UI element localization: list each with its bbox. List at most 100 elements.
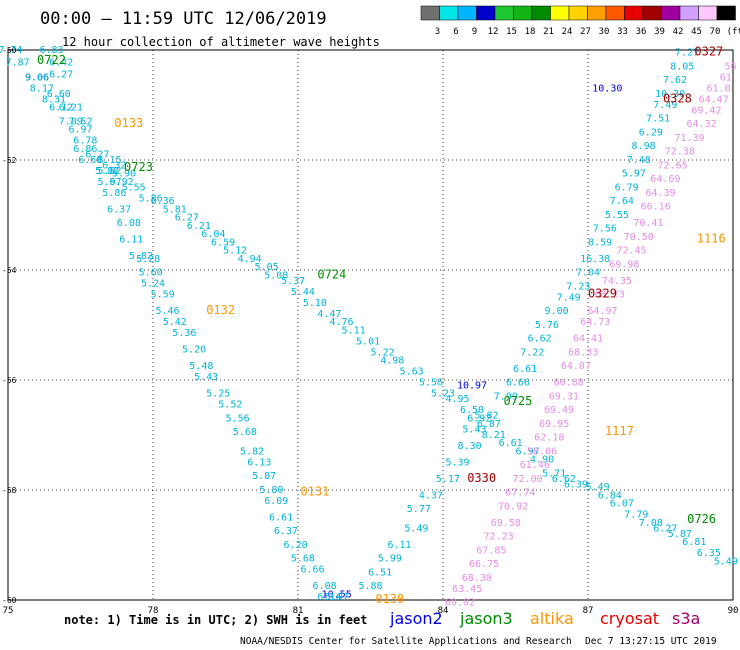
swh-value-label: 5.86 xyxy=(139,193,163,204)
swh-value-label: 5.46 xyxy=(155,306,179,317)
y-tick-label: -60 xyxy=(2,596,17,605)
swh-value-label: 61.46 xyxy=(520,460,550,471)
swh-value-label: 5.80 xyxy=(259,485,283,496)
swh-value-label: 72.65 xyxy=(658,160,688,171)
swh-value-label: 6.78 xyxy=(73,136,97,147)
swh-value-label: 5.48 xyxy=(189,361,213,372)
swh-value-label: 7.23 xyxy=(566,281,590,292)
swh-value-label: 5.12 xyxy=(223,246,247,257)
swh-value-label: 5.55 xyxy=(122,182,146,193)
swh-value-label: 6.32 xyxy=(102,160,126,171)
swh-value-label: 6.08 xyxy=(117,218,141,229)
swh-value-label: 16.38 xyxy=(580,254,610,265)
x-tick-label: 87 xyxy=(583,606,594,616)
pass-time-label: 0726 xyxy=(687,512,716,526)
swh-value-label: 6.36 xyxy=(151,196,175,207)
legend-altika: altika xyxy=(530,609,574,628)
swh-value-label: 5.42 xyxy=(163,317,187,328)
swh-value-label: 9.06 xyxy=(25,72,49,83)
swh-value-label: 6.86 xyxy=(73,144,97,155)
swh-value-label: 4.37 xyxy=(419,490,443,501)
swh-value-label: 6.97 xyxy=(516,446,540,457)
swh-value-label: 5.49 xyxy=(586,482,610,493)
swh-value-label: 6.11 xyxy=(119,235,143,246)
swh-value-label: 5.43 xyxy=(462,424,486,435)
swh-value-label: 5.52 xyxy=(218,400,242,411)
swh-value-label: 8.05 xyxy=(670,61,694,72)
scale-swatch xyxy=(587,5,607,21)
swh-value-label: 4.90 xyxy=(530,455,554,466)
scale-label: (ft) xyxy=(727,27,740,37)
swh-value-label: 7.08 xyxy=(639,518,663,529)
scale-label: 6 xyxy=(453,27,458,37)
swh-value-label: 5.60 xyxy=(139,268,163,279)
swh-value-label: 6.61 xyxy=(269,512,293,523)
scale-swatch xyxy=(605,5,625,21)
swh-value-label: 6.21 xyxy=(59,103,83,114)
pass-time-label: 0327 xyxy=(694,45,723,59)
y-tick-label: -50 xyxy=(2,46,17,55)
swh-value-label: 5.77 xyxy=(407,504,431,515)
scale-label: 33 xyxy=(617,27,628,37)
swh-value-label: 64.07 xyxy=(561,361,591,372)
swh-value-label: 60.02 xyxy=(445,598,475,609)
scale-swatch xyxy=(531,5,551,21)
swh-value-label: 5.55 xyxy=(605,210,629,221)
swh-value-label: 5.97 xyxy=(325,592,349,603)
swh-value-label: 6.61 xyxy=(499,438,523,449)
swh-value-label: 7.99 xyxy=(494,391,518,402)
pass-time-label: 0329 xyxy=(588,287,617,301)
swh-value-label: 7.48 xyxy=(627,155,651,166)
swh-value-label: 5.63 xyxy=(400,367,424,378)
pass-time-label: 0133 xyxy=(114,116,143,130)
swh-value-label: 68.33 xyxy=(568,347,598,358)
scale-label: 21 xyxy=(543,27,554,37)
swh-value-label: 64.32 xyxy=(687,119,717,130)
swh-value-label: 6.27 xyxy=(653,523,677,534)
swh-value-label: 6.97 xyxy=(68,125,92,136)
swh-value-label: 6.60 xyxy=(47,89,71,100)
swh-value-label: 7.27 xyxy=(675,48,699,59)
plot-frame xyxy=(7,49,734,601)
swh-value-label: 5.97 xyxy=(622,169,646,180)
swh-value-label: 6.62 xyxy=(528,334,552,345)
swh-value-label: 7.22 xyxy=(520,347,544,358)
swh-value-label: 5.82 xyxy=(129,251,153,262)
scale-label: 36 xyxy=(636,27,647,37)
y-tick-label: -54 xyxy=(2,266,17,275)
swh-value-label: 6.37 xyxy=(107,204,131,215)
scale-swatch xyxy=(420,5,440,21)
swh-value-label: 70.41 xyxy=(633,218,663,229)
scale-label: 12 xyxy=(488,27,499,37)
swh-value-label: 74.35 xyxy=(602,276,632,287)
swh-value-label: 72.23 xyxy=(484,532,514,543)
scale-label: 70 xyxy=(710,27,721,37)
swh-value-label: 5.99 xyxy=(378,554,402,565)
swh-value-label: 6.09 xyxy=(264,496,288,507)
swh-value-label: 5.49 xyxy=(714,556,738,567)
swh-value-label: 10.30 xyxy=(655,89,685,100)
swh-value-label: 8.30 xyxy=(458,441,482,452)
swh-value-label: 61.0 xyxy=(706,83,730,94)
swh-value-label: 5.88 xyxy=(358,581,382,592)
axis-ticks: 75 78 81 84 87 90 -50 -52 -54 -56 -58 -60 xyxy=(2,46,738,616)
swh-value-label: 7.09 xyxy=(59,116,83,127)
swh-value-label: 7.51 xyxy=(646,114,670,125)
pass-time-label: 1117 xyxy=(605,424,634,438)
swh-value-label: 6.60 xyxy=(78,155,102,166)
swh-value-label: 5.97 xyxy=(97,177,121,188)
scale-swatch xyxy=(457,5,477,21)
swh-value-label: 6.39 xyxy=(564,479,588,490)
legend-s3a: s3a xyxy=(672,609,700,628)
scale-swatch xyxy=(698,5,718,21)
swh-value-label: 67.85 xyxy=(476,545,506,556)
swh-value-label: 7.79 xyxy=(624,510,648,521)
swh-value-label: 66.75 xyxy=(469,559,499,570)
swh-value-label: 63.23 xyxy=(595,290,625,301)
swh-value-label: 5.56 xyxy=(419,378,443,389)
scale-swatch xyxy=(494,5,514,21)
swh-value-label: 6.92 xyxy=(467,413,491,424)
scale-swatch xyxy=(568,5,588,21)
swh-value-label: 62.18 xyxy=(534,433,564,444)
swh-value-label: 5.36 xyxy=(172,328,196,339)
